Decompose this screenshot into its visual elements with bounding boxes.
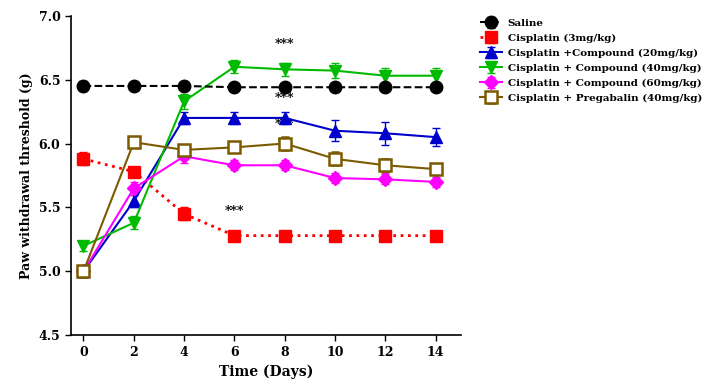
Legend: Saline, Cisplatin (3mg/kg), Cisplatin +Compound (20mg/kg), Cisplatin + Compound : Saline, Cisplatin (3mg/kg), Cisplatin +C… — [476, 16, 705, 106]
Text: **: ** — [278, 137, 291, 150]
Text: ***: *** — [275, 92, 294, 105]
X-axis label: Time (Days): Time (Days) — [218, 364, 313, 379]
Y-axis label: Paw withdrawal threshold (g): Paw withdrawal threshold (g) — [20, 72, 33, 279]
Text: ***: *** — [275, 118, 294, 131]
Text: ***: *** — [275, 39, 294, 51]
Text: ***: *** — [225, 205, 244, 218]
